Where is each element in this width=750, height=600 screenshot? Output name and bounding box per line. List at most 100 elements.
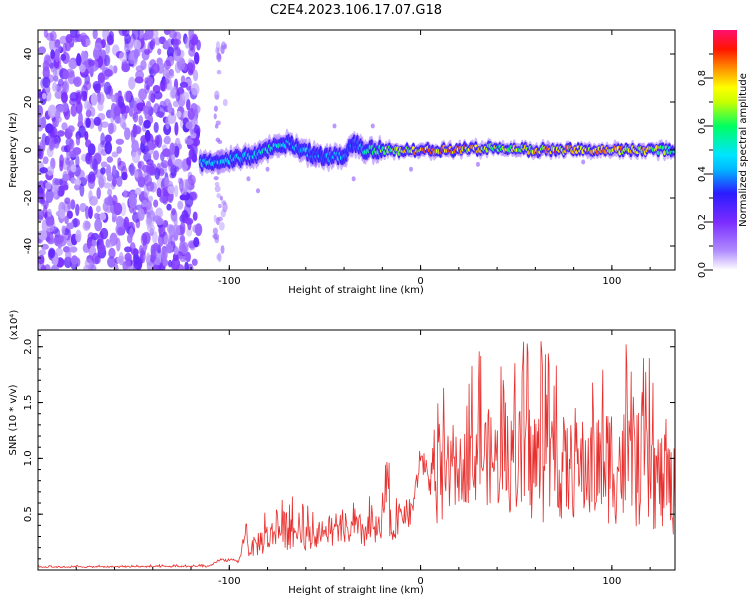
noise-cell xyxy=(163,40,170,50)
noise-cell xyxy=(38,249,46,256)
y-tick-label: 20 xyxy=(23,96,34,109)
noise-cell xyxy=(90,232,100,241)
noise-cell xyxy=(38,254,45,265)
noise-cell xyxy=(171,257,181,270)
noise-cell xyxy=(176,110,182,118)
noise-cell xyxy=(39,139,46,152)
noise-cell xyxy=(60,102,69,113)
noise-cell xyxy=(221,41,226,50)
noise-cell xyxy=(192,137,201,147)
noise-cell xyxy=(157,48,162,55)
noise-cell xyxy=(124,90,132,103)
noise-cell xyxy=(170,85,177,96)
noise-cell xyxy=(105,241,114,248)
noise-cell xyxy=(90,106,96,117)
noise-cell xyxy=(52,67,57,77)
noise-cell xyxy=(50,264,60,270)
noise-cell xyxy=(163,234,172,247)
noise-cell xyxy=(171,207,176,216)
noise-cell xyxy=(167,259,173,268)
noise-cell xyxy=(73,217,78,228)
noise-cell xyxy=(137,176,146,188)
noise-cell xyxy=(78,112,83,126)
snr-ylabel: SNR (10 * v/v) xyxy=(8,384,19,455)
noise-cell xyxy=(214,90,220,100)
noise-cell xyxy=(45,90,52,102)
noise-cell xyxy=(218,203,222,209)
noise-cell xyxy=(68,59,77,70)
noise-cell xyxy=(53,185,58,200)
noise-cell xyxy=(185,121,193,130)
noise-cell xyxy=(142,104,149,116)
noise-cell xyxy=(215,120,221,126)
y-tick-label: 0 xyxy=(23,147,34,153)
noise-cell xyxy=(53,55,62,70)
noise-cell xyxy=(79,64,86,73)
noise-cell xyxy=(217,139,223,144)
noise-cell xyxy=(146,252,151,263)
noise-cell xyxy=(172,252,179,262)
noise-cell xyxy=(61,225,66,235)
noise-cell xyxy=(167,102,173,114)
noise-cell xyxy=(121,63,131,73)
noise-cell xyxy=(128,194,137,209)
noise-cell xyxy=(191,35,198,46)
noise-cell xyxy=(75,135,81,146)
noise-cell xyxy=(158,224,166,238)
spectrogram-axes: -100 0 100 -40 -20 0 20 40 xyxy=(23,29,675,287)
noise-cell xyxy=(94,212,100,220)
noise-cell xyxy=(150,37,156,47)
noise-cell xyxy=(118,251,124,264)
noise-cell xyxy=(134,187,142,196)
noise-cell xyxy=(50,49,56,60)
noise-cell xyxy=(147,205,154,215)
noise-cell xyxy=(69,246,78,253)
noise-cell xyxy=(85,109,92,118)
noise-cell xyxy=(112,165,117,176)
noise-cell xyxy=(144,48,151,55)
noise-cell xyxy=(146,214,153,226)
noise-cell xyxy=(38,180,46,194)
noise-cell xyxy=(183,203,192,218)
noise-cell xyxy=(144,30,154,40)
noise-cell xyxy=(100,121,109,128)
noise-cell xyxy=(45,214,55,228)
noise-cell xyxy=(153,121,159,134)
noise-cell xyxy=(100,167,106,175)
noise-cell xyxy=(213,214,217,223)
noise-cell xyxy=(70,104,78,117)
noise-cell xyxy=(213,113,217,120)
y-tick-label: 1.5 xyxy=(23,395,34,411)
noise-cell xyxy=(158,168,165,177)
noise-cell xyxy=(60,181,69,190)
noise-cell xyxy=(213,233,220,240)
noise-cell xyxy=(48,248,56,259)
noise-cell xyxy=(218,221,225,231)
noise-cell xyxy=(167,112,177,125)
noise-cell xyxy=(110,110,115,124)
noise-cell xyxy=(123,216,130,230)
noise-cell xyxy=(217,216,223,222)
noise-cell xyxy=(67,143,73,153)
noise-cell xyxy=(213,176,219,181)
noise-cell xyxy=(222,98,228,107)
noise-cell xyxy=(73,178,82,186)
noise-cell xyxy=(119,115,126,128)
noise-cell xyxy=(186,227,193,237)
noise-cell xyxy=(55,247,63,257)
noise-cell xyxy=(46,166,55,176)
stray-cell xyxy=(409,166,414,172)
colorbar: 0.0 0.2 0.4 0.6 0.8 Normalized spectral ampl… xyxy=(697,30,749,278)
noise-cell xyxy=(97,92,105,106)
noise-cell xyxy=(163,30,171,36)
y-tick-label: -20 xyxy=(23,190,34,206)
noise-cell xyxy=(57,78,64,87)
noise-cell xyxy=(70,199,76,210)
noise-cell xyxy=(42,66,50,80)
noise-cell xyxy=(52,81,58,92)
noise-cell xyxy=(214,181,220,187)
noise-cell xyxy=(170,164,177,177)
noise-cell xyxy=(155,217,164,226)
noise-cell xyxy=(153,91,163,100)
noise-cell xyxy=(172,224,181,237)
